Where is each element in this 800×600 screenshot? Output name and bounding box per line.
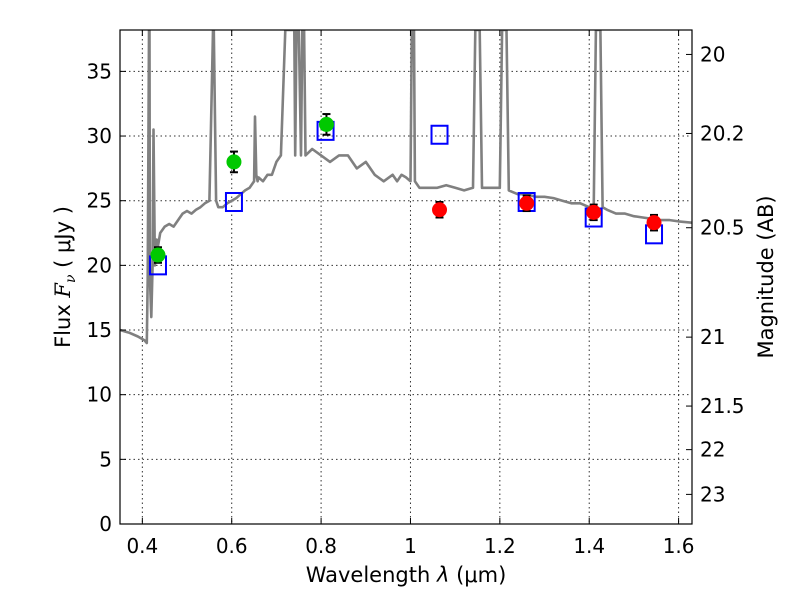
x-tick-label: 1.4 — [573, 534, 605, 558]
plot-area — [120, 30, 692, 345]
x-tick-label: 0.6 — [216, 534, 248, 558]
y-tick-label: 25 — [87, 189, 112, 213]
x-tick-label: 1 — [404, 534, 417, 558]
x-axis-label: Wavelength λ (μm) — [306, 563, 507, 587]
red-observed-point — [646, 215, 662, 231]
green-observed-point — [318, 116, 334, 132]
y2-tick-labels: 20 20.2 20.5 21 21.5 22 23 — [700, 42, 745, 506]
axis-ticks — [120, 30, 692, 525]
error-bars — [153, 113, 659, 264]
y-tick-labels: 0 5 10 15 20 25 30 35 — [87, 59, 112, 536]
y-tick-label: 30 — [87, 124, 112, 148]
plot-frame — [119, 29, 693, 525]
x-tick-label: 0.8 — [305, 534, 337, 558]
model-square-marker — [224, 191, 243, 212]
observed-points — [150, 116, 662, 263]
model-spectrum-line — [120, 30, 692, 345]
y2-tick-label: 22 — [700, 438, 725, 462]
y2-tick-label: 21.5 — [700, 394, 745, 418]
y-tick-label: 20 — [87, 253, 112, 277]
y2-tick-label: 20.5 — [700, 216, 745, 240]
green-observed-point — [150, 247, 166, 263]
y-axis-label: Flux Fν ( μJy ) — [51, 206, 79, 348]
y2-axis-label: Magnitude (AB) — [754, 195, 778, 358]
x-tick-label: 1.6 — [663, 534, 695, 558]
green-observed-point — [226, 154, 242, 170]
y2-tick-label: 23 — [700, 482, 725, 506]
y-tick-label: 15 — [87, 318, 112, 342]
grid-lines — [120, 30, 692, 525]
y-tick-label: 0 — [99, 512, 112, 536]
model-square-marker — [430, 124, 449, 145]
red-observed-point — [432, 202, 448, 218]
red-observed-point — [586, 204, 602, 220]
y-tick-label: 10 — [87, 383, 112, 407]
y-tick-label: 5 — [99, 447, 112, 471]
x-tick-label: 0.4 — [126, 534, 158, 558]
x-tick-label: 1.2 — [484, 534, 516, 558]
red-observed-point — [519, 195, 535, 211]
y2-tick-label: 21 — [700, 325, 725, 349]
y-tick-label: 35 — [87, 59, 112, 83]
x-tick-labels: 0.4 0.6 0.8 1 1.2 1.4 1.6 — [126, 534, 694, 558]
y2-tick-label: 20 — [700, 42, 725, 66]
model-photometry-points — [148, 120, 664, 276]
y2-tick-label: 20.2 — [700, 121, 745, 145]
